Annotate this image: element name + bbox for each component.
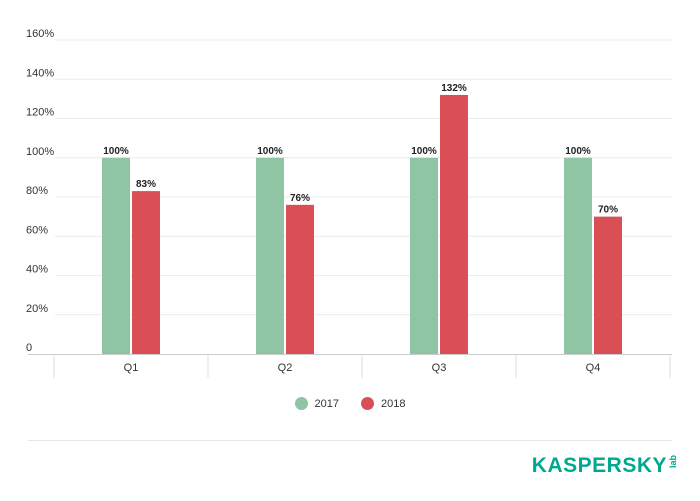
bars (102, 94, 622, 354)
footer-divider (28, 440, 672, 441)
data-label: 76% (290, 193, 310, 204)
bar-2017-Q1 (102, 157, 130, 354)
legend: 2017 2018 (0, 397, 700, 410)
bar-2017-Q2 (256, 157, 284, 354)
kaspersky-lab-logo: KASPERSKY lab (532, 455, 678, 476)
legend-swatch-2018 (361, 397, 374, 410)
data-label: 132% (441, 83, 467, 94)
data-label: 70% (598, 205, 618, 216)
y-tick-label: 40% (26, 264, 48, 276)
data-label: 100% (411, 146, 437, 157)
bar-2018-Q4 (594, 216, 622, 354)
y-axis-ticks: 0 20% 40% 60% 80% 100% 120% 140% 160% (26, 28, 54, 354)
bar-2017-Q3 (410, 157, 438, 354)
bar-2018-Q2 (286, 204, 314, 354)
y-tick-label: 140% (26, 67, 54, 79)
data-label: 83% (136, 179, 156, 190)
x-axis: Q1 Q2 Q3 Q4 (28, 354, 672, 378)
legend-label-2018: 2018 (381, 397, 406, 410)
data-labels: 100% 83% 100% 76% 100% 132% 100% 70% (103, 83, 618, 216)
y-tick-label: 60% (26, 224, 48, 236)
data-label: 100% (103, 146, 129, 157)
legend-item-2017[interactable]: 2017 (294, 397, 339, 410)
legend-swatch-2017 (294, 397, 308, 410)
data-label: 100% (565, 146, 591, 157)
bar-2017-Q4 (564, 157, 592, 354)
x-tick-label: Q4 (586, 362, 601, 374)
logo-text: KASPERSKY (531, 454, 667, 477)
y-tick-label: 20% (26, 303, 48, 315)
data-label: 100% (257, 146, 283, 157)
x-tick-label: Q2 (278, 362, 293, 374)
x-tick-label: Q1 (124, 362, 139, 374)
x-tick-label: Q3 (432, 362, 447, 374)
y-tick-label: 0 (26, 342, 32, 354)
legend-item-2018[interactable]: 2018 (361, 397, 405, 410)
bar-2018-Q1 (132, 191, 160, 354)
legend-label-2017: 2017 (314, 397, 339, 410)
bar-2018-Q3 (440, 94, 468, 354)
logo-sub: lab (668, 455, 678, 469)
bar-chart: 020%40%60%80%100%120%140%160% 100%83%100… (26, 28, 672, 378)
y-tick-label: 120% (26, 107, 54, 119)
y-tick-label: 80% (26, 185, 48, 197)
y-tick-label: 100% (26, 146, 54, 158)
y-tick-label: 160% (26, 28, 54, 40)
